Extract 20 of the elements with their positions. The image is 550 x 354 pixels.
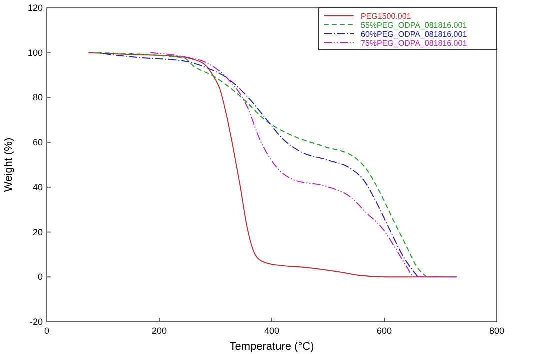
legend-label: 55%PEG_ODPA_081816.001 <box>361 21 468 30</box>
y-tick-label: 0 <box>38 272 43 282</box>
line-series <box>150 52 458 278</box>
y-tick-label: 80 <box>32 92 43 103</box>
legend-label: 75%PEG_ODPA_081816.001 <box>361 39 468 48</box>
y-tick-label: 40 <box>32 182 43 192</box>
y-axis-title: Weight (%) <box>3 138 15 192</box>
x-tick-label: 800 <box>489 326 505 336</box>
x-axis-title: Temperature (°C) <box>230 341 314 353</box>
y-tick-label: 120 <box>28 3 43 13</box>
y-tick-label: 20 <box>32 227 43 238</box>
x-tick-label: 0 <box>44 326 50 336</box>
y-tick-label: 100 <box>28 48 43 58</box>
legend-label: PEG1500.001 <box>361 12 412 21</box>
legend-label: 60%PEG_ODPA_081816.001 <box>361 30 468 39</box>
x-tick-label: 400 <box>264 326 280 336</box>
x-tick-label: 200 <box>152 326 168 336</box>
y-tick-label: 60 <box>32 138 43 148</box>
y-tick-label: -20 <box>30 317 43 327</box>
x-tick-label: 600 <box>376 326 392 336</box>
